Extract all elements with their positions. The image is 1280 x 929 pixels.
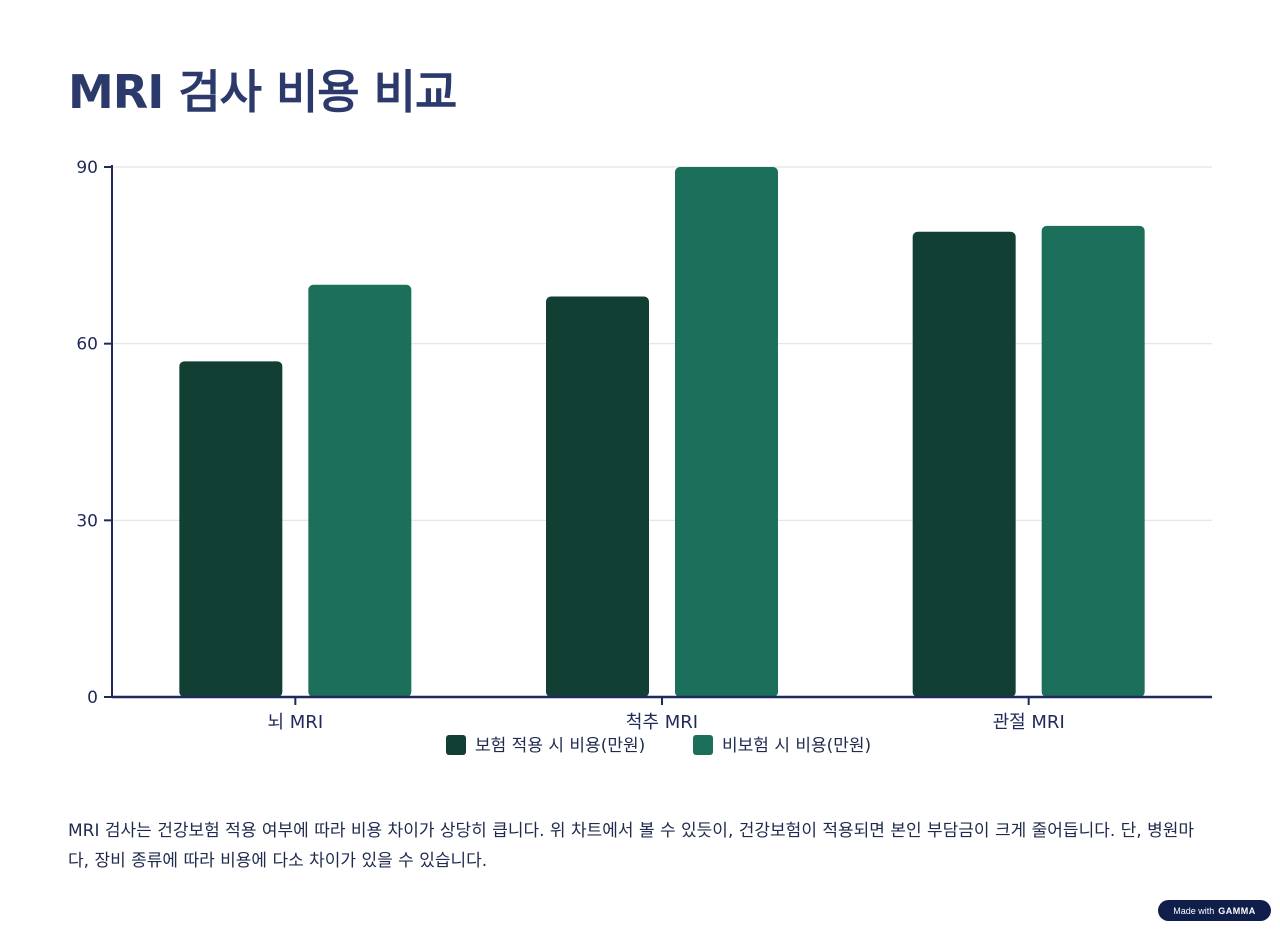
y-tick-label: 30 xyxy=(76,511,98,531)
chart-description: MRI 검사는 건강보험 적용 여부에 따라 비용 차이가 상당히 큽니다. 위… xyxy=(68,821,1195,871)
legend-label-1: 보험 적용 시 비용(만원) xyxy=(475,736,645,756)
x-tick-label: 척추 MRI xyxy=(626,712,698,733)
grid-lines xyxy=(112,166,1212,521)
y-tick-label: 0 xyxy=(87,688,98,708)
y-tick-label: 90 xyxy=(76,158,98,178)
legend: 보험 적용 시 비용(만원) 비보험 시 비용(만원) xyxy=(446,735,871,756)
bar-insured-1 xyxy=(179,361,283,697)
page-title: MRI 검사 비용 비교 xyxy=(68,65,457,119)
bar-uninsured-3 xyxy=(1041,225,1145,697)
made-with-gamma-badge[interactable]: Made with GAMMA xyxy=(1158,900,1271,921)
legend-label-2: 비보험 시 비용(만원) xyxy=(722,736,871,756)
x-tick-label: 관절 MRI xyxy=(993,712,1065,733)
bar-chart: 0 30 60 90 뇌 MRI 척추 MRI 관절 MRI 보험 적용 시 비용(만원) 비… xyxy=(76,158,1212,756)
x-tick-label: 뇌 MRI xyxy=(268,712,324,733)
bar-uninsured-2 xyxy=(675,167,778,697)
y-tick-label: 60 xyxy=(76,335,98,355)
bars xyxy=(179,167,1145,697)
axes: 0 30 60 90 뇌 MRI 척추 MRI 관절 MRI xyxy=(76,158,1212,733)
bar-uninsured-1 xyxy=(308,284,412,697)
gamma-logo: GAMMA xyxy=(1218,905,1256,916)
bar-insured-3 xyxy=(912,231,1016,697)
bar-insured-2 xyxy=(546,296,649,697)
legend-swatch-1 xyxy=(446,735,466,755)
legend-swatch-2 xyxy=(693,735,713,755)
badge-prefix: Made with xyxy=(1173,905,1215,916)
